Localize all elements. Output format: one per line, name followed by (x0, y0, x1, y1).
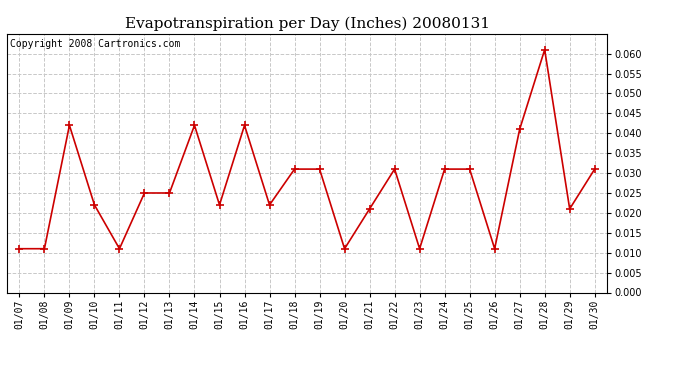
Text: Copyright 2008 Cartronics.com: Copyright 2008 Cartronics.com (10, 39, 180, 49)
Title: Evapotranspiration per Day (Inches) 20080131: Evapotranspiration per Day (Inches) 2008… (125, 17, 489, 31)
